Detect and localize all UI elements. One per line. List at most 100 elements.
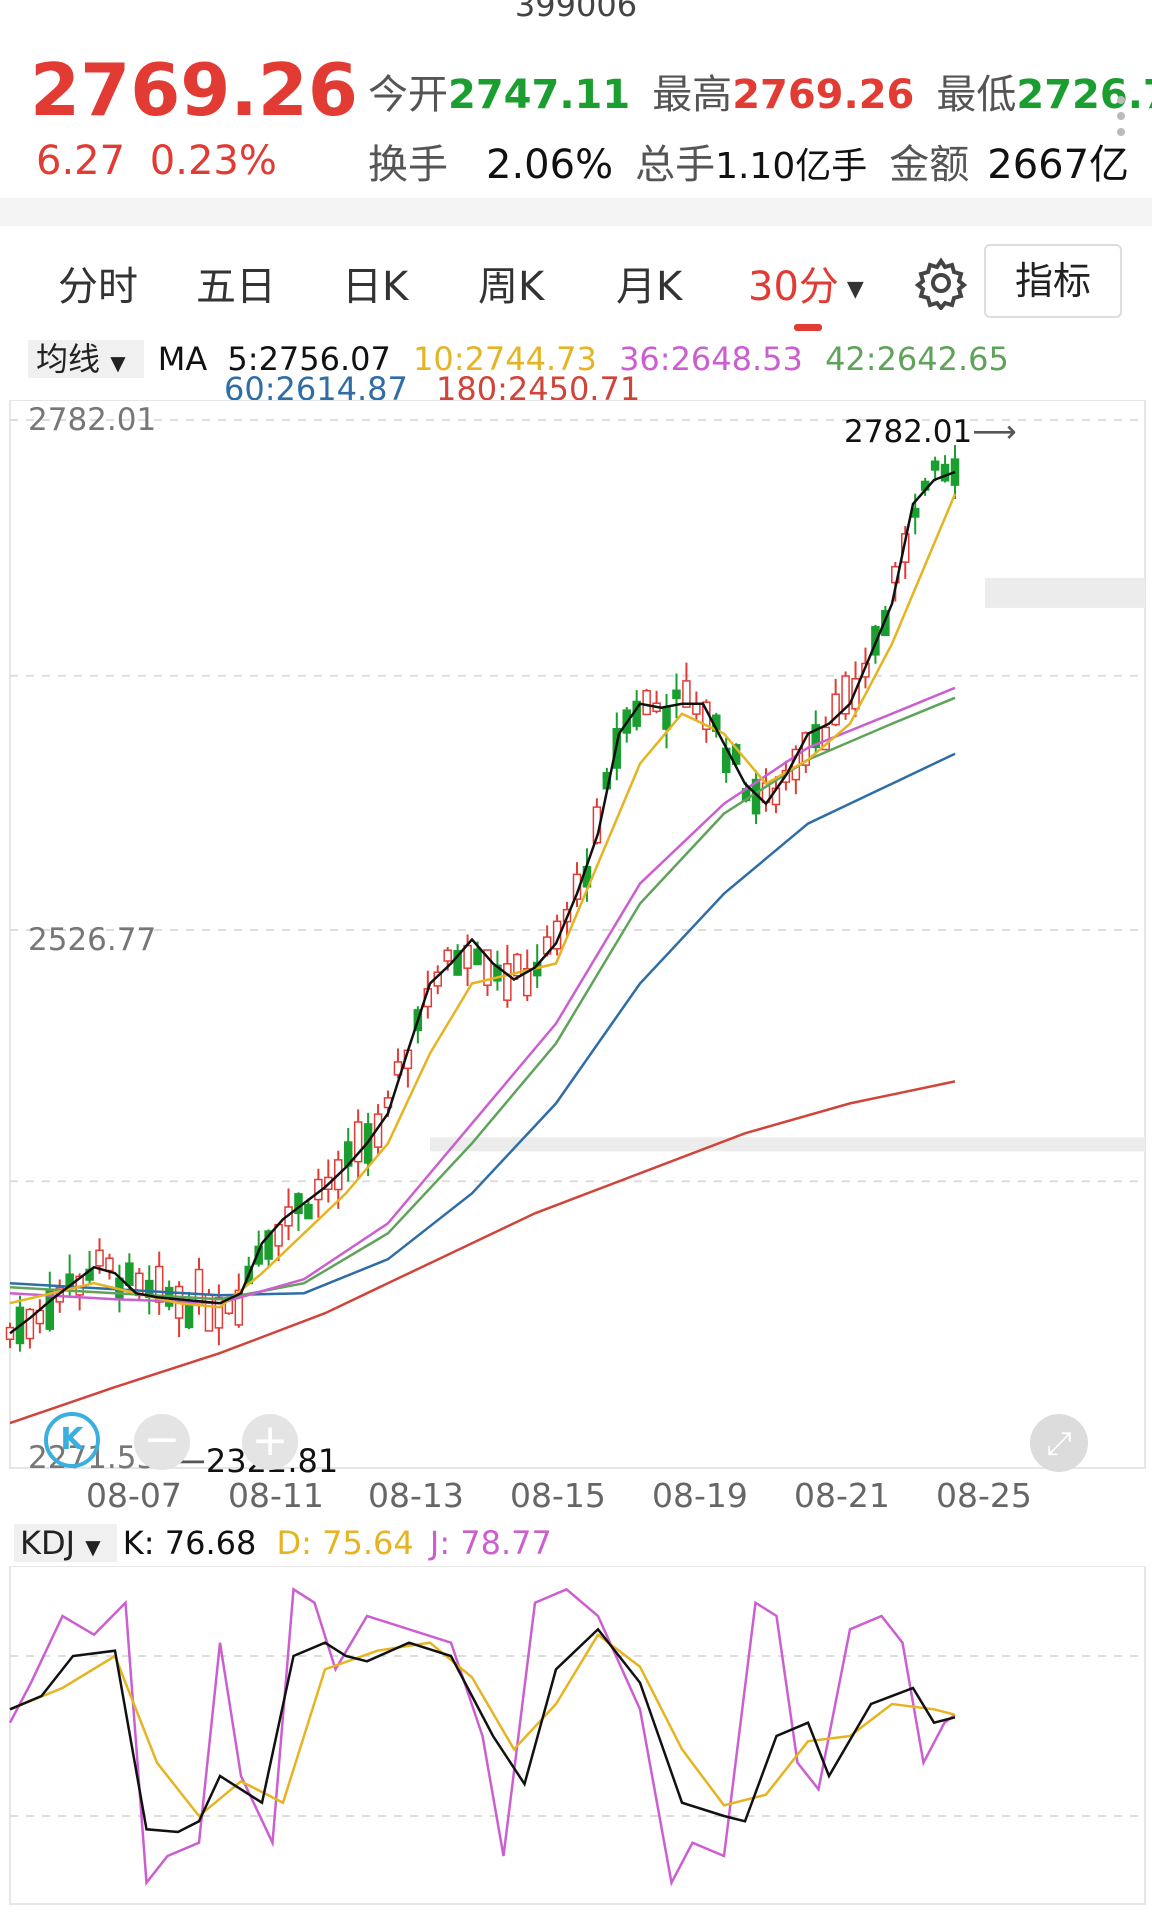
k-logo-icon[interactable]: K: [44, 1412, 100, 1468]
open-label: 今开: [368, 72, 448, 118]
candle-body: [25, 1308, 35, 1340]
current-price: 2769.26: [30, 48, 358, 132]
candle-body: [841, 675, 850, 715]
date-label: 08-19: [652, 1476, 748, 1515]
kdj-k-value: K: 76.68: [122, 1524, 257, 1562]
volume-label: 总手: [635, 142, 716, 188]
candle-body: [443, 949, 452, 962]
change-percent: 0.23%: [149, 138, 277, 184]
candle-body: [930, 460, 940, 471]
ma-selector[interactable]: 均线 ▼: [28, 340, 144, 378]
candle-body: [453, 950, 462, 976]
ma180-line: [9, 1080, 956, 1425]
ma180-value: 180:2450.71: [436, 370, 641, 408]
date-label: 08-07: [86, 1476, 182, 1515]
candle-body: [503, 963, 512, 1001]
candle-body: [105, 1257, 114, 1272]
chevron-down-icon: ▼: [846, 276, 864, 302]
candle-body: [5, 1326, 15, 1341]
candle-body: [483, 949, 492, 986]
y-axis-label-mid: 2526.77: [28, 922, 157, 958]
ma42-line: [9, 696, 956, 1301]
more-icon[interactable]: [1117, 96, 1127, 136]
kdj-chart[interactable]: [0, 1566, 1152, 1906]
tab-30min[interactable]: 30分 ▼: [748, 254, 864, 312]
ma60-line: [9, 752, 956, 1297]
kdj-j-value: J: 78.77: [429, 1524, 552, 1562]
candle-body: [901, 533, 910, 563]
ma5-line: [9, 470, 956, 1335]
price-change: 6.27 0.23%: [36, 138, 277, 184]
ma60-value: 60:2614.87: [224, 370, 408, 408]
price-band: [985, 577, 1145, 608]
zoom-out-button[interactable]: −: [134, 1414, 190, 1470]
candle-body: [135, 1272, 144, 1297]
turnover-value: 2.06%: [486, 142, 614, 188]
kdj-selector[interactable]: KDJ ▼: [14, 1524, 117, 1562]
tab-day-k[interactable]: 日K: [342, 264, 409, 310]
volume-value: 1.10亿手: [715, 146, 868, 187]
date-label: 08-13: [368, 1476, 464, 1515]
gear-icon[interactable]: [914, 256, 968, 310]
kdj-selector-label: KDJ: [20, 1524, 76, 1562]
candle-body: [234, 1289, 244, 1326]
date-label: 08-21: [794, 1476, 890, 1515]
candle-body: [682, 680, 691, 708]
kdj-frame: [9, 1566, 1146, 1905]
stats-row-1: 今开2747.11 最高2769.26 最低2726.72: [368, 62, 1152, 120]
kdj-k-line: [9, 1627, 956, 1834]
tab-30min-label: 30分: [748, 264, 839, 310]
candle-body: [831, 693, 840, 726]
ma10-value: 10:2744.73: [413, 340, 597, 378]
candle-body: [881, 609, 890, 637]
candle-body: [940, 463, 950, 482]
amount-value: 2667亿: [987, 142, 1130, 188]
ma-legend: 均线 ▼ MA 5:2756.07 10:2744.73 36:2648.53 …: [28, 334, 1009, 380]
candle-body: [353, 1121, 363, 1163]
candle-body: [731, 744, 741, 765]
header-divider: [0, 198, 1152, 226]
tab-week-k[interactable]: 周K: [478, 264, 545, 310]
tab-intraday[interactable]: 分时: [58, 264, 138, 310]
candle-body: [861, 662, 870, 678]
candlestick-chart[interactable]: [0, 400, 1152, 1470]
ma-legend-row-2: 60:2614.87 180:2450.71: [224, 370, 640, 408]
candle-body: [214, 1296, 224, 1329]
candle-body: [692, 703, 701, 715]
ma36-line: [9, 686, 956, 1305]
date-label: 08-15: [510, 1476, 606, 1515]
candle-body: [513, 953, 522, 977]
indicator-button[interactable]: 指标: [984, 244, 1122, 318]
candle-body: [125, 1262, 134, 1286]
high-marker: 2782.01⟶: [844, 414, 1017, 450]
candle-body: [304, 1203, 313, 1220]
active-tab-indicator: [794, 324, 822, 331]
turnover-label: 换手: [368, 142, 448, 188]
kdj-d-line: [9, 1632, 956, 1818]
candle-body: [811, 724, 820, 749]
kdj-d-value: D: 75.64: [276, 1524, 414, 1562]
ma10-line: [9, 493, 957, 1309]
price-band: [430, 1137, 1145, 1152]
candle-body: [95, 1249, 104, 1267]
chevron-down-icon: ▼: [85, 1535, 101, 1559]
change-value: 6.27: [36, 138, 126, 184]
ma42-value: 42:2642.65: [825, 340, 1009, 378]
date-label: 08-11: [228, 1476, 324, 1515]
high-value: 2769.26: [732, 72, 915, 118]
candle-body: [672, 689, 681, 700]
arrow-right-icon: ⟶: [972, 414, 1017, 450]
candle-body: [264, 1230, 273, 1260]
kdj-legend: KDJ ▼ K: 76.68 D: 75.64 J: 78.77: [14, 1524, 552, 1562]
stats-row-2: 换手 2.06% 总手1.10亿手 金额 2667亿: [368, 132, 1129, 190]
tab-month-k[interactable]: 月K: [616, 264, 683, 310]
ma-prefix: MA: [157, 340, 208, 378]
ma-selector-label: 均线: [36, 340, 101, 378]
tab-five-day[interactable]: 五日: [196, 264, 276, 310]
candle-body: [662, 706, 671, 730]
fullscreen-button[interactable]: ⤢: [1030, 1414, 1088, 1472]
candle-body: [473, 948, 482, 966]
date-label: 08-25: [936, 1476, 1032, 1515]
zoom-in-button[interactable]: +: [242, 1414, 298, 1470]
security-code: 399006: [514, 0, 638, 24]
